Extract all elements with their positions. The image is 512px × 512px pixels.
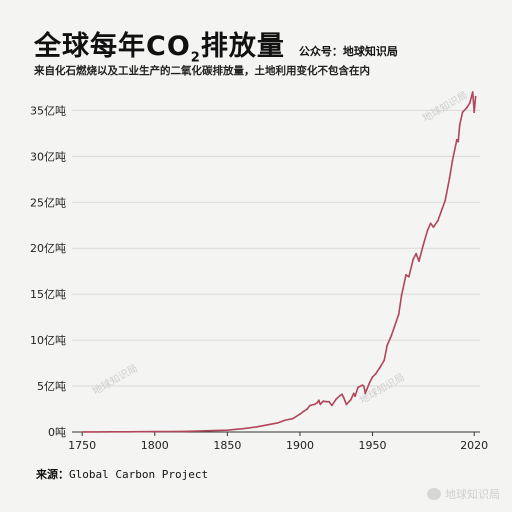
data-point	[354, 395, 356, 398]
grid-layer	[72, 109, 480, 387]
data-point	[342, 396, 345, 398]
data-point	[412, 258, 415, 261]
data-point	[361, 384, 364, 386]
data-point	[461, 111, 464, 114]
data-layer	[82, 91, 477, 433]
data-point	[474, 95, 477, 98]
corner-watermark-text: 地球知识局	[445, 488, 500, 501]
data-point	[415, 252, 417, 255]
data-point	[325, 400, 327, 403]
data-point	[365, 388, 368, 391]
y-tick-label: 15亿吨	[30, 288, 66, 301]
account-name: 公众号：地球知识局	[298, 45, 398, 58]
source-label: 来源：	[36, 468, 69, 481]
data-point	[422, 243, 425, 246]
data-point	[408, 275, 410, 278]
data-point	[383, 359, 386, 362]
wechat-icon	[427, 488, 441, 500]
data-point	[471, 91, 474, 93]
data-point	[328, 400, 330, 403]
data-point	[405, 274, 407, 276]
title-main: 全球每年CO	[34, 31, 191, 62]
x-tick-label: 1850	[213, 439, 241, 452]
data-point	[303, 410, 306, 412]
y-tick-label: 35亿吨	[30, 104, 66, 117]
data-point	[317, 399, 320, 402]
data-point	[432, 226, 435, 229]
data-point	[322, 400, 325, 403]
data-point	[390, 334, 393, 337]
data-point	[319, 403, 322, 406]
x-tick-label: 1950	[359, 439, 387, 452]
data-point	[331, 404, 333, 407]
data-point	[378, 366, 381, 369]
subtitle: 来自化石燃烧以及工业生产的二氧化碳排放量，土地利用变化不包含在内	[34, 65, 370, 77]
data-point	[386, 344, 388, 347]
data-point	[397, 313, 400, 316]
y-tick-label: 25亿吨	[30, 196, 66, 209]
source-line: 来源：Global Carbon Project	[36, 466, 208, 482]
y-tick-label: 5亿吨	[37, 380, 66, 393]
watermark-2: 地球知识局	[90, 361, 140, 397]
data-point	[341, 393, 343, 396]
data-point	[352, 392, 355, 395]
data-point	[316, 401, 319, 404]
data-point	[426, 228, 429, 231]
data-point	[374, 373, 377, 375]
data-point	[339, 394, 342, 397]
corner-watermark: 地球知识局	[427, 486, 500, 502]
y-tick-label: 10亿吨	[30, 334, 66, 347]
data-point	[299, 413, 301, 415]
data-point	[357, 386, 359, 389]
data-point	[441, 207, 444, 210]
data-point	[313, 403, 316, 406]
data-point	[473, 111, 476, 114]
y-tick-label: 0吨	[48, 426, 66, 439]
title-subscript: 2	[190, 50, 201, 66]
data-point	[468, 102, 471, 104]
data-point	[371, 376, 374, 378]
data-point	[448, 177, 451, 180]
data-point	[455, 138, 458, 141]
data-point	[368, 381, 371, 384]
x-tick-label: 1800	[141, 439, 169, 452]
data-point	[457, 140, 460, 143]
data-point	[458, 124, 461, 126]
watermark-1: 地球知识局	[420, 88, 470, 124]
data-point	[364, 392, 367, 395]
data-point	[437, 219, 439, 222]
data-point	[444, 199, 447, 202]
data-point	[466, 106, 468, 109]
data-point	[306, 408, 309, 410]
x-tick-label: 1750	[68, 439, 96, 452]
title-end: 排放量	[200, 31, 285, 62]
x-tick-label: 2020	[460, 439, 488, 452]
y-tick-label: 30亿吨	[30, 150, 66, 163]
data-point	[335, 398, 338, 400]
data-point	[418, 260, 420, 262]
emissions-series-line	[82, 91, 477, 433]
page-title: 全球每年CO2排放量	[34, 24, 285, 65]
data-point	[345, 403, 348, 406]
x-tick-label: 1900	[286, 439, 314, 452]
data-point	[393, 326, 396, 329]
y-tick-label: 20亿吨	[30, 242, 66, 255]
source-name: Global Carbon Project	[69, 468, 209, 481]
data-point	[429, 222, 432, 225]
data-point	[309, 404, 311, 407]
data-point	[349, 398, 352, 401]
data-point	[362, 385, 365, 387]
data-point	[400, 294, 403, 296]
data-point	[451, 160, 454, 162]
